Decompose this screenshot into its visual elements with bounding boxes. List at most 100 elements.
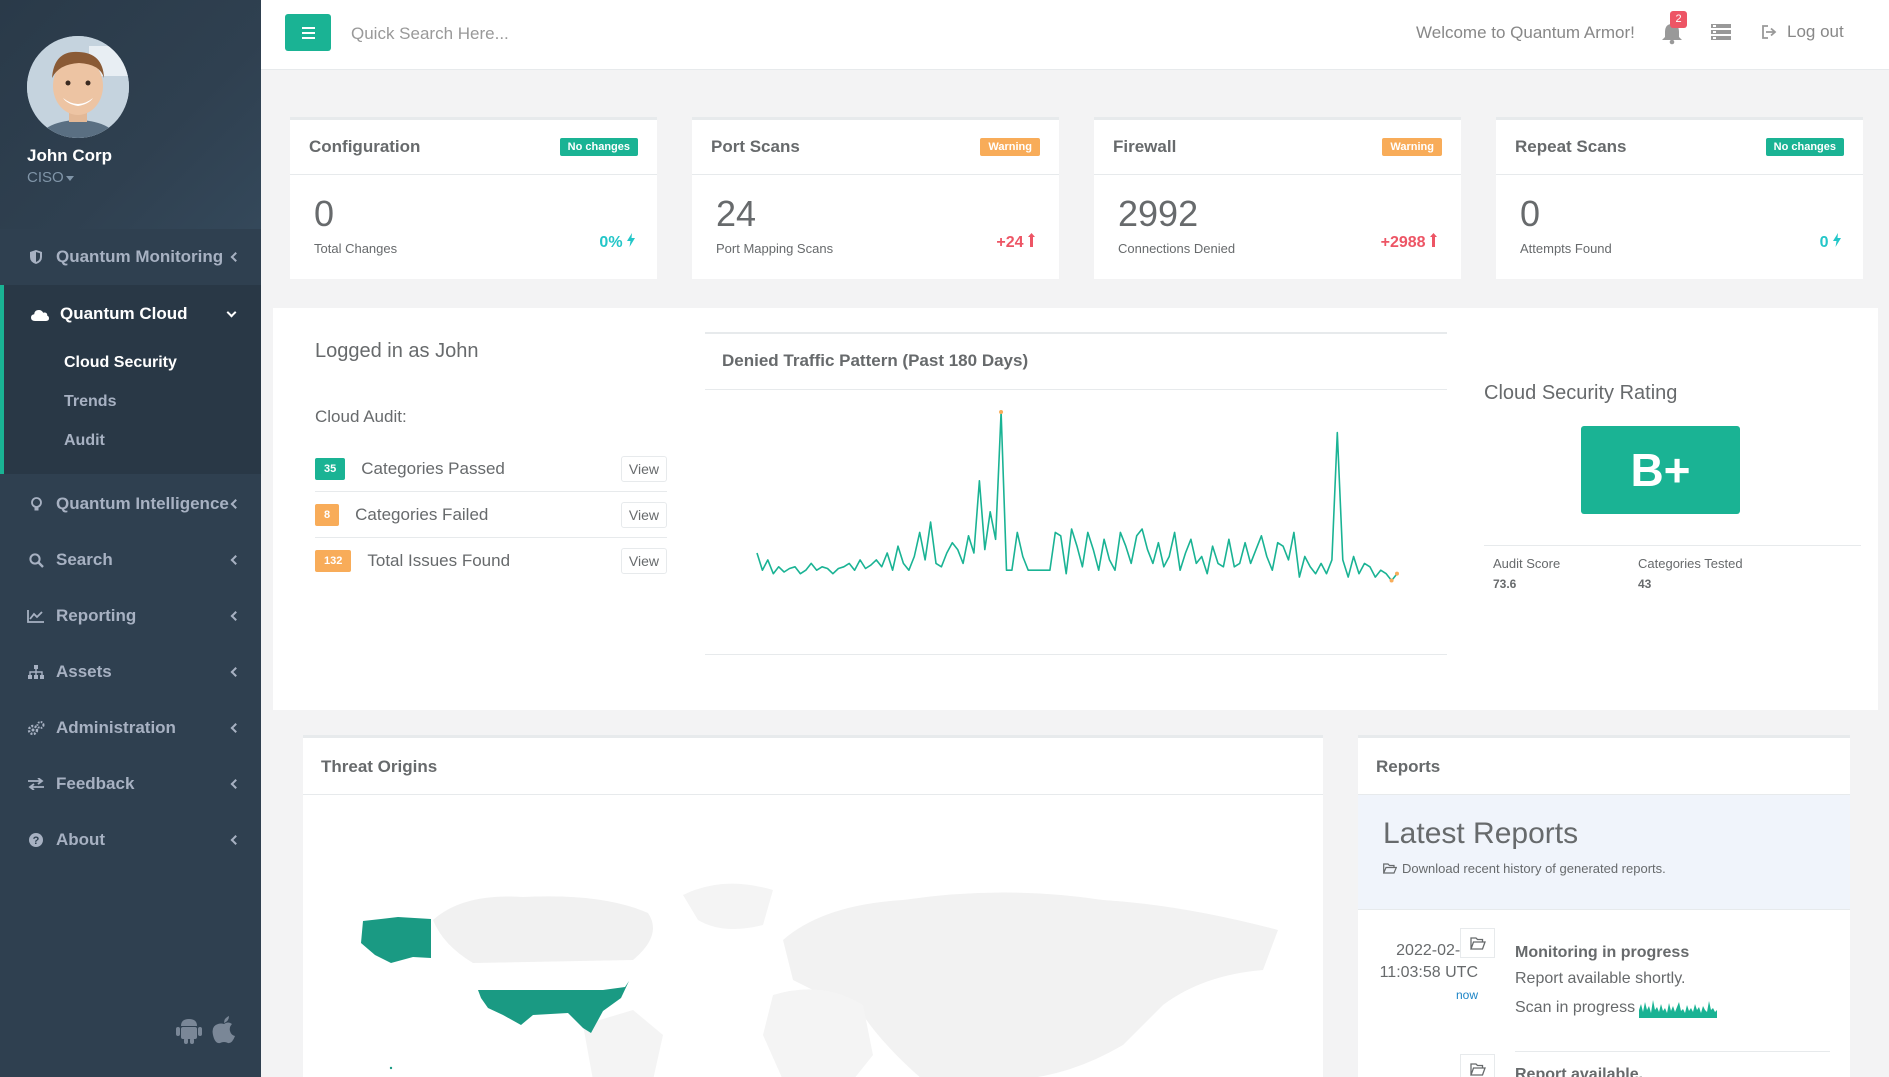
report-status: Scan in progress (1515, 998, 1718, 1018)
latest-reports-title: Latest Reports (1383, 817, 1579, 850)
report-title: Report available. (1515, 1066, 1644, 1077)
latest-reports-subtitle: Download recent history of generated rep… (1383, 861, 1850, 876)
stat-change-value: 0 (1819, 234, 1829, 251)
stat-title: Firewall (1113, 137, 1177, 156)
stat-subtitle: Total Changes (314, 241, 398, 256)
stat-subtitle: Attempts Found (1520, 241, 1612, 256)
status-badge: No changes (559, 138, 638, 156)
report-date: 2022-02-22 (1396, 942, 1478, 959)
stat-value: 24 (716, 193, 757, 234)
audit-score-metric: Audit Score 73.6 (1493, 556, 1560, 591)
sidebar-item-about[interactable]: ? About (0, 812, 261, 868)
profile-name: John Corp (27, 146, 112, 165)
sidebar-item-administration[interactable]: Administration (0, 700, 261, 756)
map-region-africa[interactable] (763, 989, 873, 1077)
sidebar-item-label: Reporting (56, 606, 137, 625)
sidebar-item-label: Assets (56, 662, 112, 681)
avatar[interactable] (27, 36, 129, 138)
stat-card-header: Repeat Scans No changes (1496, 120, 1863, 175)
line-chart-plot[interactable] (705, 390, 1447, 655)
question-circle-icon: ? (26, 831, 46, 849)
folder-open-icon (1383, 863, 1397, 874)
chevron-left-icon (230, 835, 241, 845)
logged-in-heading: Logged in as John (315, 340, 479, 362)
cogs-icon (26, 719, 46, 737)
folder-open-icon (1469, 936, 1486, 950)
welcome-message: Welcome to Quantum Armor! (1416, 23, 1635, 42)
audit-row-label: Categories Failed (355, 504, 489, 524)
apple-icon[interactable] (212, 1016, 236, 1044)
denied-traffic-chart: Denied Traffic Pattern (Past 180 Days) (705, 332, 1447, 655)
metric-value: 43 (1638, 577, 1652, 591)
sidebar-group-quantum-cloud: Quantum Cloud Cloud Security Trends Audi… (0, 285, 261, 474)
map-point-hawaii[interactable] (389, 1066, 393, 1070)
view-issues-button[interactable]: View (620, 548, 667, 574)
sidebar-item-search[interactable]: Search (0, 532, 261, 588)
android-icon[interactable] (176, 1016, 202, 1044)
sitemap-icon (26, 663, 46, 681)
sidebar-item-reporting[interactable]: Reporting (0, 588, 261, 644)
map-region-usa[interactable] (478, 981, 629, 1033)
menu-toggle-button[interactable] (285, 14, 331, 51)
shield-icon (26, 248, 46, 266)
divider (1484, 545, 1861, 546)
stat-card-header: Port Scans Warning (692, 120, 1059, 175)
chevron-left-icon (230, 667, 241, 677)
sidebar-item-quantum-monitoring[interactable]: Quantum Monitoring (0, 229, 261, 285)
bolt-icon (1833, 233, 1841, 247)
level-up-icon (1430, 233, 1437, 247)
logout-link[interactable]: Log out (1761, 22, 1844, 42)
messages-icon[interactable] (1711, 24, 1731, 40)
stat-title: Port Scans (711, 137, 800, 156)
report-status-text: Scan in progress (1515, 999, 1636, 1016)
stat-card-body: 0 Total Changes 0% (290, 175, 657, 279)
audit-row-issues: 132 Total Issues Found View (315, 538, 667, 584)
bell-icon[interactable] (1659, 20, 1685, 46)
stat-card-port-scans: Port Scans Warning 24 Port Mapping Scans… (692, 117, 1059, 279)
sidebar: John Corp CISO Quantum Monitoring Quantu… (0, 0, 261, 1077)
report-folder-button[interactable] (1460, 928, 1495, 958)
sidebar-item-quantum-cloud[interactable]: Quantum Cloud (4, 285, 261, 343)
metric-label: Audit Score (1493, 556, 1561, 571)
search-input[interactable] (351, 18, 751, 50)
sidebar-item-quantum-intelligence[interactable]: Quantum Intelligence (0, 476, 261, 532)
max-point[interactable] (999, 410, 1004, 414)
metric-value: 73.6 (1493, 577, 1517, 591)
cloud-icon (30, 305, 50, 323)
report-time: 11:03:58 UTC (1379, 964, 1478, 981)
map-region-south-america[interactable] (583, 1010, 663, 1077)
subtitle-text: Download recent history of generated rep… (1402, 861, 1666, 876)
lightbulb-icon (26, 495, 46, 513)
sidebar-item-feedback[interactable]: Feedback (0, 756, 261, 812)
security-grade: B+ (1581, 426, 1740, 514)
world-map[interactable] (303, 795, 1323, 1077)
stat-card-body: 0 Attempts Found 0 (1496, 175, 1863, 279)
chevron-left-icon (230, 499, 241, 509)
panel-title: Threat Origins (303, 738, 1323, 795)
topbar: Welcome to Quantum Armor! 2 Log out (261, 0, 1889, 70)
map-region-greenland[interactable] (683, 883, 773, 929)
view-passed-button[interactable]: View (620, 456, 667, 482)
report-folder-button[interactable] (1460, 1054, 1495, 1077)
profile-role-dropdown[interactable]: CISO (27, 169, 261, 186)
stat-subtitle: Connections Denied (1118, 241, 1236, 256)
sidebar-item-assets[interactable]: Assets (0, 644, 261, 700)
report-timestamp: 2022-02-22 11:03:58 UTC now (1380, 940, 1478, 1006)
hamburger-icon (301, 26, 315, 29)
last-point[interactable] (1395, 571, 1399, 576)
map-region-alaska[interactable] (361, 917, 431, 963)
map-region-europe-asia[interactable] (783, 892, 1278, 1077)
metric-label: Categories Tested (1638, 556, 1743, 571)
stat-change-value: +24 (996, 234, 1024, 251)
min-point[interactable] (1389, 578, 1394, 583)
map-region-canada[interactable] (433, 896, 653, 963)
stat-change: 0 (1820, 233, 1841, 252)
sidebar-subitem-trends[interactable]: Trends (64, 392, 117, 410)
report-title: Monitoring in progress (1515, 944, 1690, 961)
stat-card-firewall: Firewall Warning 2992 Connections Denied… (1094, 117, 1461, 279)
sidebar-subitem-audit[interactable]: Audit (64, 431, 105, 449)
cloud-audit-label: Cloud Audit: (315, 407, 407, 426)
view-failed-button[interactable]: View (620, 502, 667, 528)
sidebar-subitem-cloud-security[interactable]: Cloud Security (64, 353, 177, 371)
report-details: Monitoring in progress Report available … (1515, 944, 1718, 1018)
